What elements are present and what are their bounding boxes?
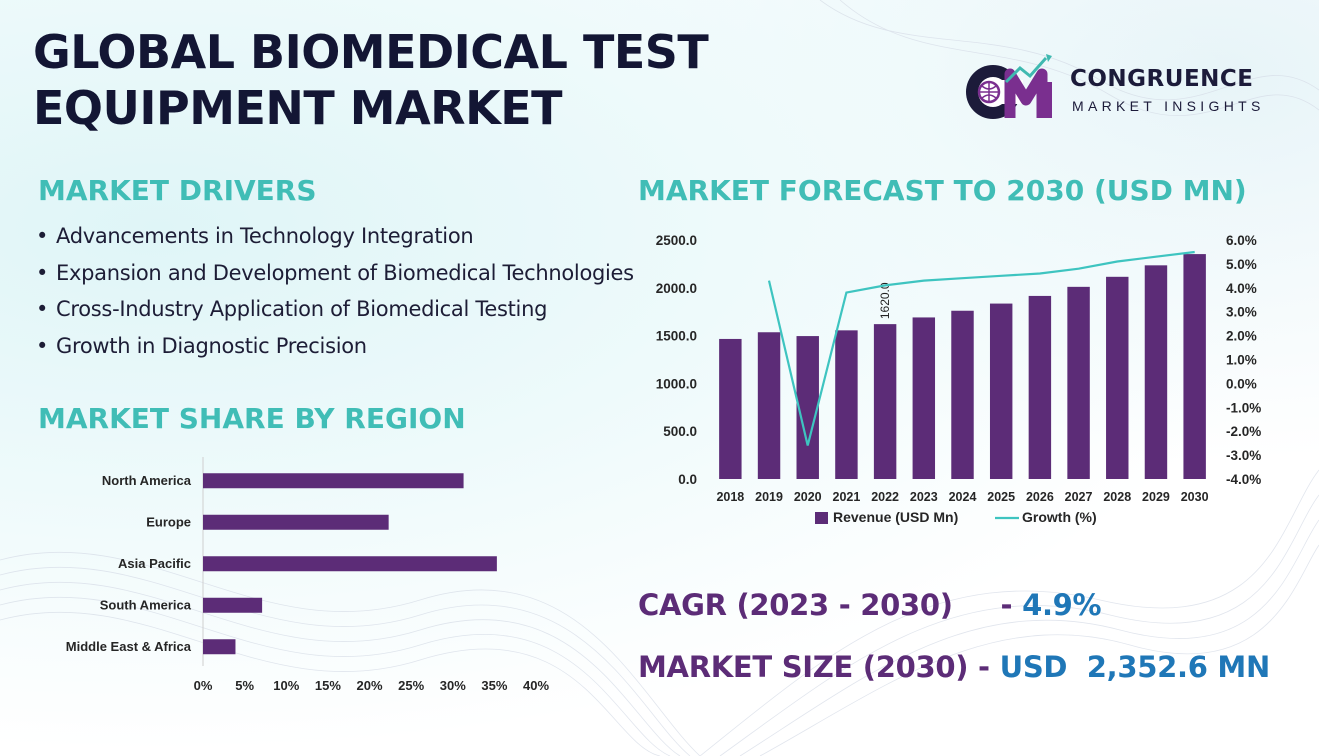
- forecast-right-tick-label: 1.0%: [1226, 353, 1257, 368]
- forecast-x-tick-label: 2027: [1065, 490, 1093, 504]
- forecast-right-tick-label: -4.0%: [1226, 472, 1261, 487]
- growth-line: [767, 250, 1195, 446]
- region-bar: [203, 514, 389, 530]
- forecast-right-tick-label: 2.0%: [1226, 329, 1257, 344]
- cagr-dash: -: [1000, 588, 1013, 622]
- region-category-label: North America: [102, 473, 192, 488]
- revenue-bar: [757, 332, 781, 479]
- region-bar: [203, 473, 464, 489]
- logo-tagline: MARKET INSIGHTS: [1072, 98, 1265, 114]
- revenue-bar: [1183, 254, 1206, 479]
- forecast-x-tick-label: 2030: [1181, 490, 1209, 504]
- forecast-x-tick-label: 2028: [1103, 490, 1131, 504]
- region-share-chart: North America Europe Asia Pacific South Ame…: [66, 457, 549, 693]
- region-bar: [203, 556, 497, 572]
- forecast-left-tick-label: 2000.0: [656, 281, 697, 296]
- forecast-x-tick-label: 2019: [755, 490, 783, 504]
- revenue-data-label: 1620.0: [878, 282, 892, 319]
- region-x-tick-label: 5%: [235, 678, 254, 693]
- forecast-left-tick-label: 0.0: [678, 472, 697, 487]
- forecast-right-tick-label: 6.0%: [1226, 233, 1257, 248]
- forecast-left-tick-label: 1000.0: [656, 376, 697, 391]
- revenue-bar: [951, 310, 974, 479]
- legend-revenue-swatch: [815, 512, 828, 524]
- region-x-tick-label: 25%: [398, 678, 424, 693]
- legend-revenue-label: Revenue (USD Mn): [833, 509, 958, 525]
- revenue-bar: [989, 303, 1013, 479]
- driver-item: Cross-Industry Application of Biomedical…: [36, 291, 640, 328]
- region-heading: MARKET SHARE BY REGION: [38, 402, 466, 435]
- region-x-tick-label: 20%: [356, 678, 382, 693]
- forecast-x-tick-label: 2029: [1142, 490, 1170, 504]
- legend-growth-label: Growth (%): [1022, 509, 1097, 525]
- forecast-heading: MARKET FORECAST TO 2030 (USD MN): [638, 174, 1247, 207]
- region-bar: [203, 597, 263, 613]
- region-bar: [203, 639, 236, 655]
- region-x-tick-label: 0%: [194, 678, 213, 693]
- market-size-dash: -: [978, 650, 990, 684]
- driver-item: Expansion and Development of Biomedical …: [36, 255, 640, 292]
- revenue-bar: [719, 338, 742, 479]
- logo-mark-icon: [966, 54, 1052, 119]
- drivers-heading: MARKET DRIVERS: [38, 174, 317, 207]
- region-category-label: Middle East & Africa: [66, 639, 192, 654]
- forecast-right-tick-label: -3.0%: [1226, 448, 1261, 463]
- company-logo: CONGRUENCE MARKET INSIGHTS: [962, 52, 1282, 122]
- forecast-x-tick-label: 2024: [949, 490, 977, 504]
- forecast-left-tick-label: 1500.0: [656, 329, 697, 344]
- revenue-bar: [796, 336, 819, 479]
- forecast-x-tick-label: 2022: [871, 490, 899, 504]
- forecast-x-tick-label: 2021: [833, 490, 861, 504]
- revenue-bar: [835, 330, 858, 479]
- revenue-bar: [1028, 295, 1052, 479]
- forecast-right-tick-label: -2.0%: [1226, 424, 1261, 439]
- region-x-tick-label: 15%: [315, 678, 341, 693]
- market-size-stat: MARKET SIZE (2030) - USD 2,352.6 MN: [638, 650, 1270, 684]
- region-x-tick-label: 10%: [273, 678, 299, 693]
- title-line-2: EQUIPMENT MARKET: [33, 81, 563, 135]
- region-x-tick-label: 40%: [523, 678, 549, 693]
- driver-item: Growth in Diagnostic Precision: [36, 328, 640, 365]
- cagr-stat: CAGR (2023 - 2030) - 4.9%: [638, 588, 1102, 622]
- drivers-list: Advancements in Technology Integration E…: [36, 218, 640, 364]
- market-size-value: USD 2,352.6 MN: [999, 650, 1271, 684]
- revenue-bar: [873, 324, 897, 479]
- forecast-x-tick-label: 2026: [1026, 490, 1054, 504]
- forecast-right-tick-label: 4.0%: [1226, 281, 1257, 296]
- forecast-right-tick-label: 0.0%: [1226, 376, 1257, 391]
- forecast-x-tick-label: 2018: [716, 490, 744, 504]
- driver-item: Advancements in Technology Integration: [36, 218, 640, 255]
- title-line-1: GLOBAL BIOMEDICAL TEST: [33, 25, 709, 79]
- region-x-tick-label: 35%: [481, 678, 507, 693]
- forecast-right-tick-label: 3.0%: [1226, 305, 1257, 320]
- region-x-tick-label: 30%: [440, 678, 466, 693]
- cagr-value: 4.9%: [1022, 588, 1102, 622]
- region-category-label: Europe: [146, 514, 191, 529]
- region-category-label: South America: [100, 597, 192, 612]
- market-size-label: MARKET SIZE (2030): [638, 650, 969, 684]
- logo-name: CONGRUENCE: [1070, 66, 1254, 92]
- cagr-label: CAGR (2023 - 2030): [638, 588, 953, 622]
- revenue-bar: [1144, 265, 1168, 479]
- revenue-bar: [1106, 276, 1129, 479]
- forecast-chart: 0.0 500.0 1000.0 1500.0 2000.0 2500.0 -4.0% -3.…: [656, 233, 1262, 525]
- region-category-label: Asia Pacific: [118, 556, 191, 571]
- revenue-bar: [912, 317, 936, 479]
- forecast-right-tick-label: -1.0%: [1226, 400, 1261, 415]
- forecast-x-tick-label: 2023: [910, 490, 938, 504]
- revenue-bar: [1067, 286, 1090, 479]
- forecast-x-tick-label: 2020: [794, 490, 822, 504]
- forecast-left-tick-label: 2500.0: [656, 233, 697, 248]
- forecast-left-tick-label: 500.0: [663, 424, 697, 439]
- forecast-right-tick-label: 5.0%: [1226, 257, 1257, 272]
- page-title: GLOBAL BIOMEDICAL TEST EQUIPMENT MARKET: [33, 24, 709, 136]
- forecast-x-tick-label: 2025: [987, 490, 1015, 504]
